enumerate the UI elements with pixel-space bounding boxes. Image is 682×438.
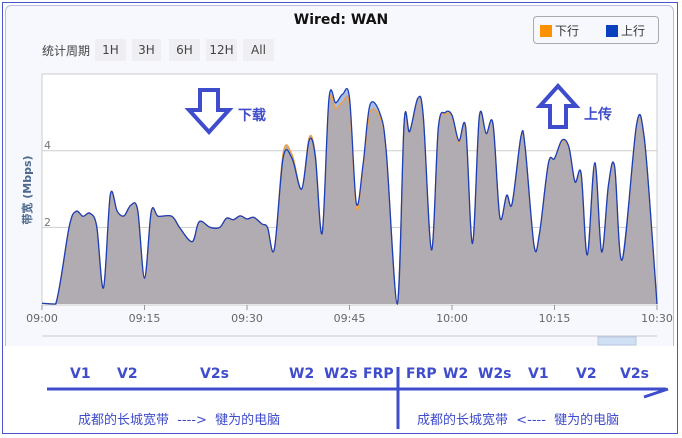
x-tick-label: 10:30: [641, 312, 673, 325]
outer-frame: [2, 2, 678, 434]
y-tick-label: 2: [44, 216, 51, 229]
route-label-left: W2: [289, 366, 315, 382]
x-tick-label: 09:15: [128, 312, 161, 325]
chart-title: Wired: WAN: [293, 12, 389, 28]
legend-item-download[interactable]: 下行: [540, 22, 579, 39]
route-label-right: FRP: [406, 366, 437, 382]
period-6h-button[interactable]: 6H: [169, 39, 200, 61]
download-area: [42, 95, 657, 304]
x-tick-label: 09:30: [231, 312, 263, 325]
route-label-right: V2s: [620, 366, 649, 382]
route-label-right: W2s: [478, 366, 512, 382]
arrow-down-icon: [184, 88, 234, 135]
legend-swatch: [606, 24, 618, 37]
download-annotation: 下载: [238, 108, 266, 124]
y-tick-label: 4: [44, 139, 51, 152]
period-1h-button[interactable]: 1H: [95, 39, 126, 61]
arrow-up-icon: [535, 83, 581, 129]
legend-label: 上行: [621, 24, 646, 38]
legend-item-upload[interactable]: 上行: [606, 22, 645, 39]
route-arrowhead-icon: [643, 387, 669, 399]
route-label-left: W2s: [324, 366, 358, 382]
route-label-left: V1: [70, 366, 91, 382]
period-label: 统计周期: [42, 44, 91, 58]
route-label-right: V1: [528, 366, 549, 382]
x-tick-label: 10:15: [538, 312, 571, 325]
legend: 下行 上行: [533, 16, 659, 44]
route-note-left: 成都的长城宽带 ----> 犍为的电脑: [78, 413, 281, 428]
y-axis-label: 带宽 (Mbps): [21, 155, 34, 225]
x-tick-label: 09:45: [333, 312, 366, 325]
route-label-right: W2: [443, 366, 469, 382]
x-tick-label: 10:00: [436, 312, 468, 325]
period-all-button[interactable]: All: [243, 39, 274, 61]
period-3h-button[interactable]: 3H: [132, 39, 161, 61]
route-label-left: V2s: [200, 366, 229, 382]
upload-annotation: 上传: [584, 107, 612, 123]
legend-label: 下行: [555, 24, 580, 38]
route-label-right: V2: [576, 366, 597, 382]
route-note-right: 成都的长城宽带 <---- 犍为的电脑: [417, 413, 620, 428]
legend-swatch: [540, 24, 552, 37]
upload-line: [41, 87, 658, 305]
route-label-left: FRP: [363, 366, 394, 382]
x-tick-label: 09:00: [26, 312, 58, 325]
navigator-handle[interactable]: [597, 336, 637, 346]
route-label-left: V2: [117, 366, 138, 382]
period-12h-button[interactable]: 12H: [206, 39, 237, 61]
